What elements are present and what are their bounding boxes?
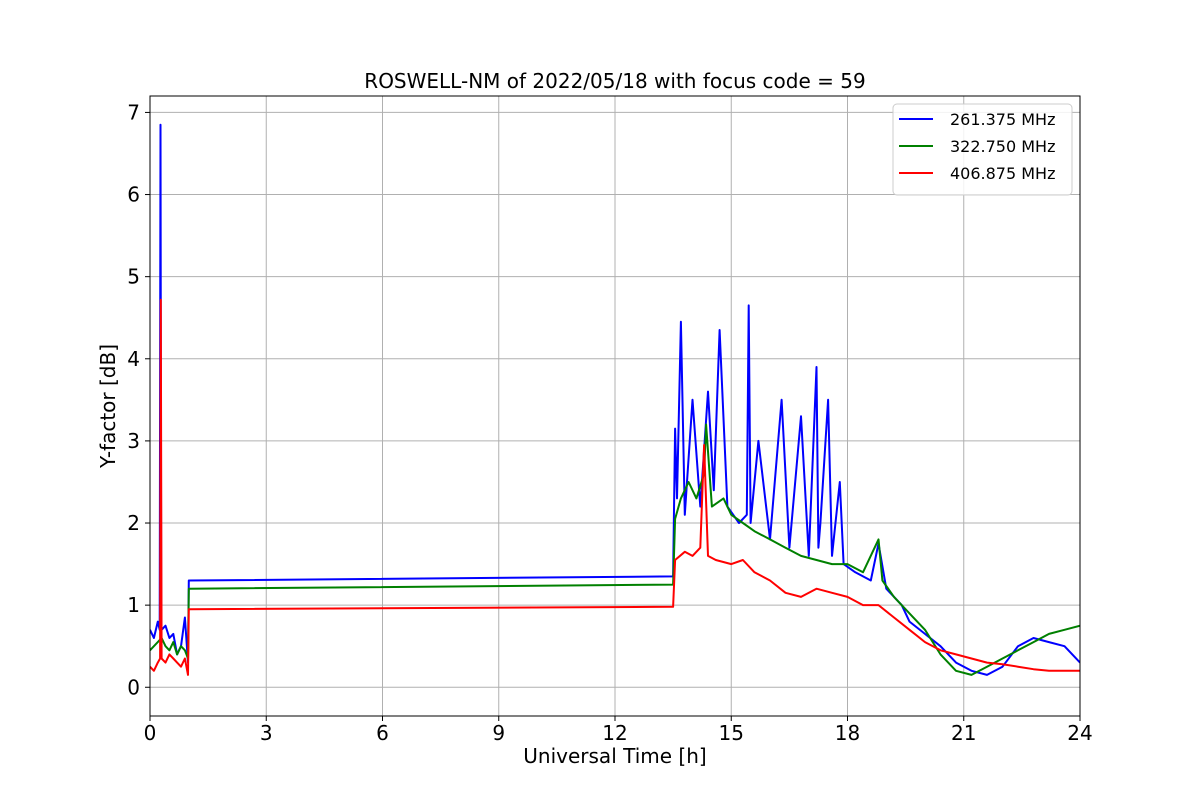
y-tick-label: 6 [127, 183, 140, 207]
y-tick-label: 1 [127, 593, 140, 617]
x-tick-label: 24 [1067, 721, 1092, 745]
legend-label-3: 406.875 MHz [950, 164, 1055, 183]
y-axis-title: Y-factor [dB] [96, 344, 120, 469]
x-tick-label: 18 [835, 721, 860, 745]
legend-box [892, 103, 1073, 196]
y-tick-label: 2 [127, 511, 140, 535]
legend: 261.375 MHz 322.750 MHz 406.875 MHz [892, 103, 1073, 196]
x-tick-label: 6 [376, 721, 389, 745]
series-line-2 [150, 423, 1080, 676]
series-line-3 [150, 298, 1080, 676]
x-tick-label: 0 [144, 721, 157, 745]
y-tick-label: 3 [127, 429, 140, 453]
chart-title: ROSWELL-NM of 2022/05/18 with focus code… [364, 69, 865, 93]
x-tick-label: 3 [260, 721, 273, 745]
legend-label-2: 322.750 MHz [950, 137, 1055, 156]
y-tick-label: 4 [127, 347, 140, 371]
y-tick-label: 7 [127, 100, 140, 124]
legend-label-1: 261.375 MHz [950, 110, 1055, 129]
x-axis-title: Universal Time [h] [523, 744, 706, 768]
series-layer [150, 123, 1080, 676]
x-tick-label: 15 [719, 721, 744, 745]
x-tick-label: 12 [602, 721, 627, 745]
x-tick-label: 9 [492, 721, 505, 745]
y-tick-label: 0 [127, 675, 140, 699]
y-tick-label: 5 [127, 265, 140, 289]
x-tick-label: 21 [951, 721, 976, 745]
